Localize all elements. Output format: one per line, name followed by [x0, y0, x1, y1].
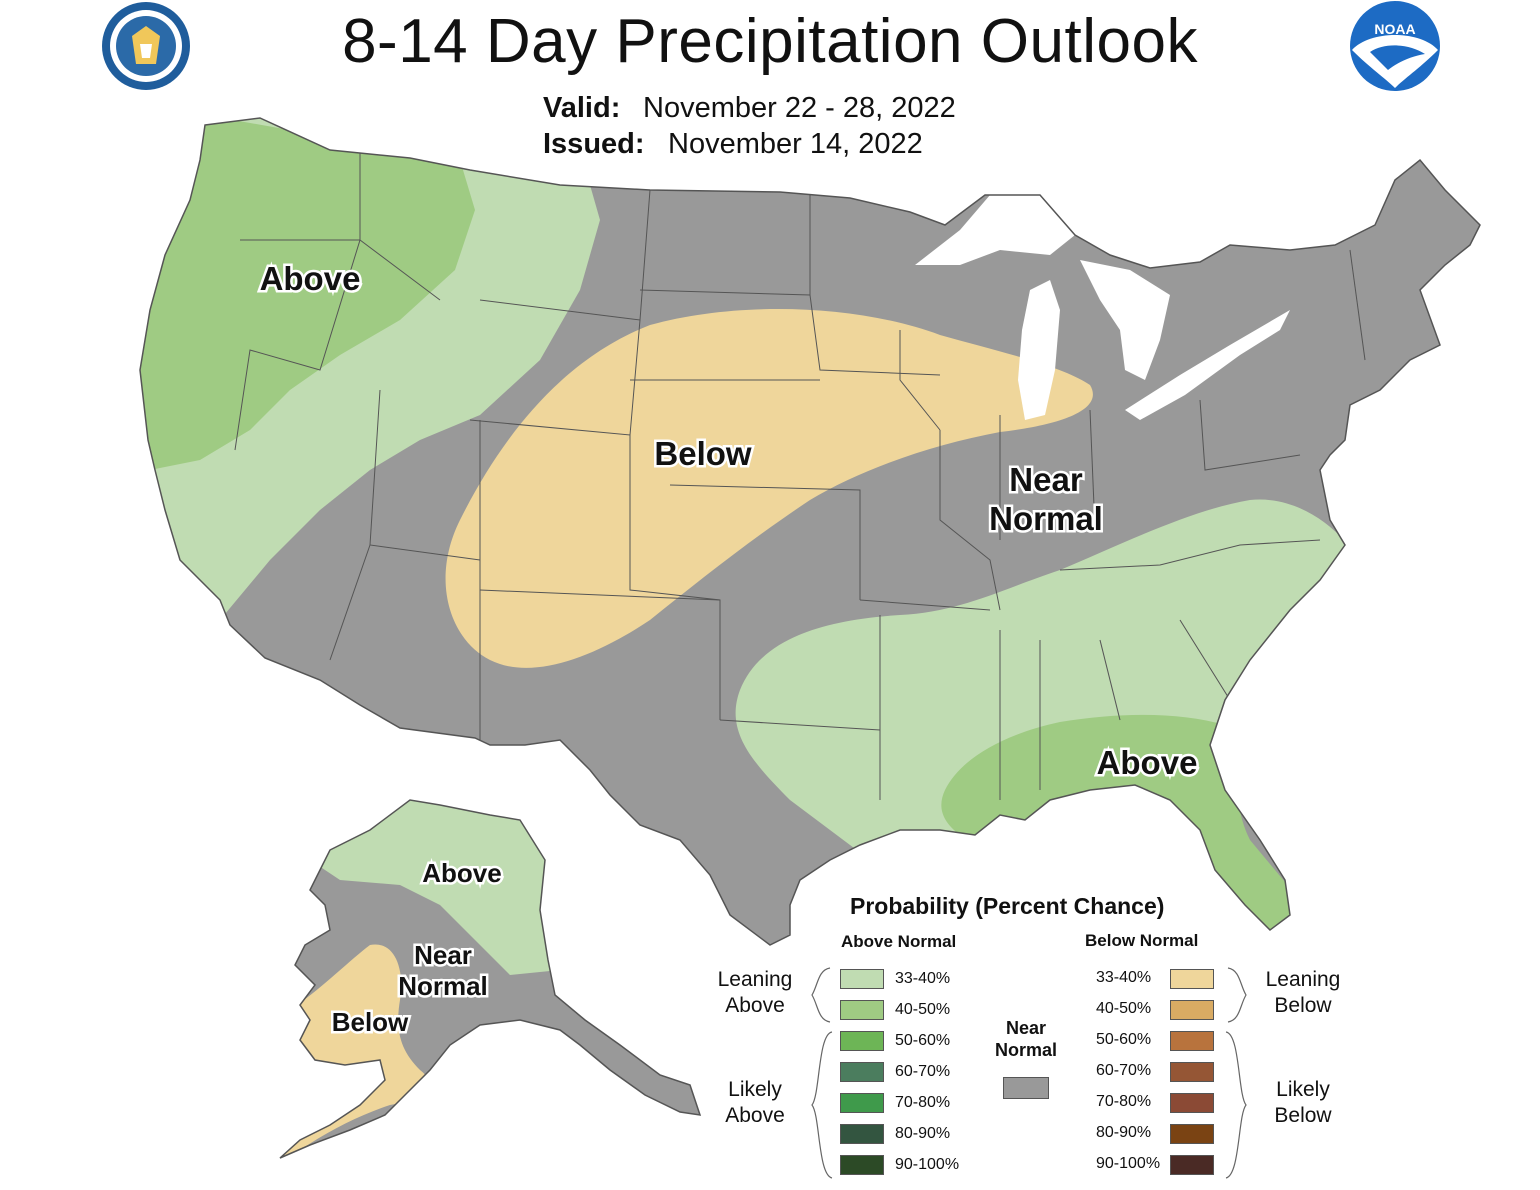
legend-leaning-below: Leaning Below [1253, 967, 1353, 1019]
west-above-region [140, 118, 475, 470]
lake-michigan [1018, 280, 1060, 420]
valid-line: Valid: November 22 - 28, 2022 [543, 92, 956, 125]
legend-below-range: 60-70% [1096, 1062, 1152, 1079]
legend-above-range: 33-40% [895, 970, 951, 987]
legend-below-swatch [1170, 969, 1214, 989]
legend-below-swatch [1170, 1124, 1214, 1144]
label-west-above: Above [260, 260, 361, 297]
legend-below-header: Below Normal [1085, 931, 1199, 950]
legend-above-range: 90-100% [895, 1156, 960, 1173]
legend-near-line1: Near [1005, 1018, 1047, 1038]
issued-value: November 14, 2022 [668, 128, 923, 160]
legend-below-swatch [1170, 1031, 1214, 1051]
alaska-outline [279, 799, 702, 1159]
legend-below-swatch [1170, 1062, 1214, 1082]
legend-below-range: 70-80% [1096, 1093, 1152, 1110]
issued-label: Issued: [543, 128, 645, 160]
legend-below-swatch [1170, 1093, 1214, 1113]
legend-above-swatch [840, 1124, 884, 1144]
lake-huron [1080, 260, 1170, 380]
legend-likely-below-line2: Below [1274, 1104, 1332, 1127]
brace-leaning-below-icon [1227, 967, 1247, 1023]
conus-outline [139, 117, 1481, 946]
page-title: 8-14 Day Precipitation Outlook [342, 7, 1198, 76]
legend-above-swatch [840, 1062, 884, 1082]
legend-title: Probability (Percent Chance) [850, 893, 1165, 919]
legend-leaning-below-line1: Leaning [1265, 968, 1341, 991]
lake-superior [915, 195, 1075, 265]
legend-below-range: 40-50% [1096, 1000, 1152, 1017]
brace-likely-above-icon [811, 1031, 833, 1179]
legend-leaning-above-line2: Above [725, 994, 785, 1017]
legend-below-swatch [1170, 1000, 1214, 1020]
legend-above-swatch [840, 1031, 884, 1051]
valid-label: Valid: [543, 92, 621, 124]
label-alaska-near: Near [414, 940, 472, 970]
legend-near-normal-swatch [1003, 1077, 1049, 1099]
legend-likely-above: Likely Above [705, 1077, 805, 1129]
legend-below-range: 80-90% [1096, 1124, 1152, 1141]
legend-likely-above-line1: Likely [728, 1078, 782, 1101]
legend-near-line2: Normal [994, 1040, 1057, 1060]
legend-below-swatch [1170, 1155, 1214, 1175]
legend-above-swatch [840, 969, 884, 989]
department-of-commerce-seal-icon [102, 2, 190, 90]
label-southeast-above: Above [1097, 744, 1198, 781]
legend-above-swatch [840, 1093, 884, 1113]
label-alaska-below: Below [332, 1007, 409, 1037]
valid-value: November 22 - 28, 2022 [643, 92, 956, 124]
legend-above-header: Above Normal [841, 932, 957, 951]
noaa-logo-text: NOAA [1374, 21, 1415, 37]
label-alaska-above: Above [422, 858, 501, 888]
label-east-near: Near [1009, 461, 1083, 498]
legend-above-range: 60-70% [895, 1063, 951, 1080]
legend-above-range: 80-90% [895, 1125, 951, 1142]
legend-likely-below-line1: Likely [1276, 1078, 1330, 1101]
legend-below-range: 33-40% [1096, 969, 1152, 986]
brace-leaning-above-icon [811, 967, 831, 1023]
legend-above-swatch [840, 1155, 884, 1175]
legend-leaning-above-line1: Leaning [717, 968, 793, 991]
central-below-region [445, 308, 1093, 668]
legend-above-range: 40-50% [895, 1001, 951, 1018]
alaska-leaning-above-region [310, 800, 560, 975]
legend-leaning-above: Leaning Above [705, 967, 805, 1019]
legend-above-swatch [840, 1000, 884, 1020]
legend-below-range: 90-100% [1096, 1155, 1161, 1172]
legend-above-range: 50-60% [895, 1032, 951, 1049]
legend-above-range: 70-80% [895, 1094, 951, 1111]
legend-likely-below: Likely Below [1253, 1077, 1353, 1129]
brace-likely-below-icon [1225, 1031, 1247, 1179]
lake-erie-ontario [1125, 310, 1290, 420]
state-borders [234, 150, 1366, 800]
issued-line: Issued: November 14, 2022 [543, 128, 923, 161]
label-central-below: Below [654, 435, 752, 472]
label-east-normal: Normal [989, 500, 1103, 537]
legend-below-range: 50-60% [1096, 1031, 1152, 1048]
label-alaska-normal: Normal [398, 971, 488, 1001]
legend-near-normal-label: Near Normal [990, 1017, 1062, 1061]
noaa-logo-icon: NOAA [1350, 1, 1440, 91]
legend-leaning-below-line2: Below [1274, 994, 1332, 1017]
legend-likely-above-line2: Above [725, 1104, 785, 1127]
